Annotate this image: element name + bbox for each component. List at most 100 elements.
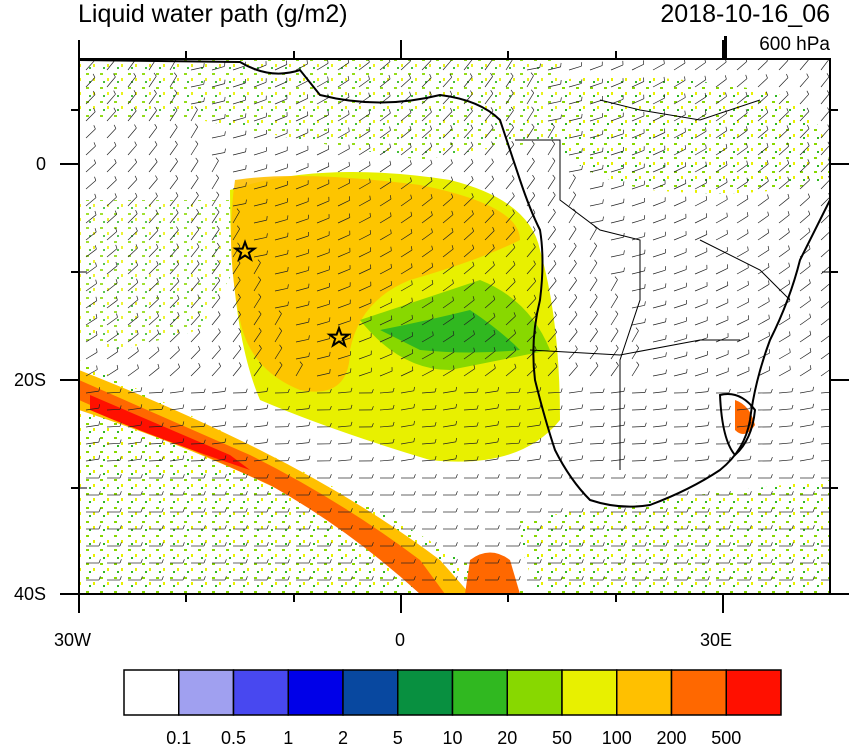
wind-barb <box>379 181 392 190</box>
wind-barb <box>358 61 370 71</box>
wind-barb-feather <box>770 388 773 394</box>
wind-barb-feather <box>410 211 413 216</box>
wind-barb <box>547 297 557 309</box>
wind-barb-feather <box>329 525 332 530</box>
wind-barb-feather <box>665 369 667 374</box>
wind-barb-feather <box>595 362 599 366</box>
wind-barb <box>421 180 433 190</box>
wind-barb <box>652 408 666 411</box>
wind-barb-feather <box>308 455 311 460</box>
wind-barb <box>358 250 371 258</box>
wind-barb-feather <box>808 279 811 284</box>
wind-barb-feather <box>749 474 752 479</box>
wind-barb-feather <box>94 176 97 181</box>
wind-barb <box>337 165 350 173</box>
wind-barb-feather <box>684 76 686 81</box>
wind-barb <box>820 391 830 394</box>
wind-barb-feather <box>198 345 201 350</box>
wind-barb <box>253 459 267 462</box>
minor-ticks <box>79 271 830 489</box>
wind-barb-feather <box>182 508 185 513</box>
wind-barb-feather <box>560 80 562 85</box>
wind-barb <box>631 409 646 411</box>
wind-barb-feather <box>411 280 413 285</box>
wind-barb <box>169 349 180 360</box>
wind-barb-feather <box>665 387 668 392</box>
wind-barb <box>757 301 770 309</box>
wind-barb-feather <box>350 387 353 392</box>
wind-barb-feather <box>554 345 558 350</box>
wind-barb <box>589 65 603 71</box>
wind-barb <box>652 287 666 292</box>
wind-barb-feather <box>258 310 262 315</box>
wind-barb-feather <box>518 388 521 393</box>
wind-barb-feather <box>93 125 96 130</box>
wind-barb-feather <box>728 422 731 427</box>
wind-barb <box>484 424 498 428</box>
wind-barb-feather <box>203 559 206 564</box>
wind-barb-feather <box>809 330 812 335</box>
wind-barb-feather <box>602 508 605 513</box>
wind-barb-feather <box>812 491 815 496</box>
wind-barb-feather <box>308 352 310 357</box>
wind-barb <box>169 407 183 411</box>
wind-barb-feather <box>665 404 668 409</box>
wind-barb <box>106 111 116 122</box>
wind-barb-feather <box>623 474 626 479</box>
wind-barb-feather <box>749 491 752 496</box>
wind-barb-feather <box>266 474 269 479</box>
wind-barb-feather <box>371 576 374 581</box>
wind-barb-feather <box>451 210 454 215</box>
wind-barb <box>169 367 180 377</box>
wind-barb-feather <box>684 110 686 115</box>
wind-barb-feather <box>136 330 139 335</box>
wind-barb-feather <box>532 192 536 196</box>
wind-barb <box>442 248 454 258</box>
wind-barb <box>211 246 220 258</box>
wind-barb-feather <box>581 165 583 170</box>
wind-barb-feather <box>429 91 432 96</box>
wind-barb <box>190 280 200 292</box>
wind-barb <box>253 391 267 394</box>
wind-barb-feather <box>197 311 201 316</box>
colorbar-box-2 <box>232 669 289 716</box>
wind-barb <box>526 161 535 173</box>
wind-barb <box>295 201 309 207</box>
wind-barb <box>484 196 495 207</box>
wind-barb-feather <box>196 243 200 247</box>
wind-barb <box>358 199 371 207</box>
wind-barb-feather <box>287 439 290 444</box>
wind-barb-feather <box>115 227 118 232</box>
wind-barb-feather <box>551 140 555 145</box>
wind-barb-feather <box>513 260 516 265</box>
wind-barb <box>106 368 119 377</box>
wind-barb <box>232 297 241 309</box>
wind-barb <box>379 164 391 173</box>
wind-barb <box>211 134 225 139</box>
wind-barb-feather <box>786 108 789 113</box>
wind-barb-feather <box>308 508 311 513</box>
wind-barb-feather <box>602 388 605 393</box>
wind-barb-feather <box>472 261 475 266</box>
wind-barb-feather <box>413 525 416 530</box>
wind-barb <box>778 94 789 105</box>
wind-barb <box>631 218 645 224</box>
wind-barb-feather <box>430 194 433 199</box>
wind-barb-feather <box>534 346 537 351</box>
wind-barb <box>757 112 769 122</box>
wind-barb-feather <box>95 313 98 318</box>
wind-barb <box>253 185 267 190</box>
wind-barb-feather <box>644 474 647 479</box>
colorbar-box-3 <box>287 669 344 716</box>
wind-barb-feather <box>686 508 689 513</box>
wind-barb-feather <box>371 525 374 530</box>
wind-barb-feather <box>157 346 160 351</box>
wind-barb <box>379 301 392 309</box>
wind-barb <box>316 63 329 71</box>
wind-barb <box>127 424 141 428</box>
wind-barb <box>148 195 158 207</box>
wind-barb-feather <box>134 141 137 146</box>
wind-barb-feather <box>749 387 752 392</box>
wind-barb-feather <box>119 559 122 564</box>
wind-barb-feather <box>476 508 479 513</box>
